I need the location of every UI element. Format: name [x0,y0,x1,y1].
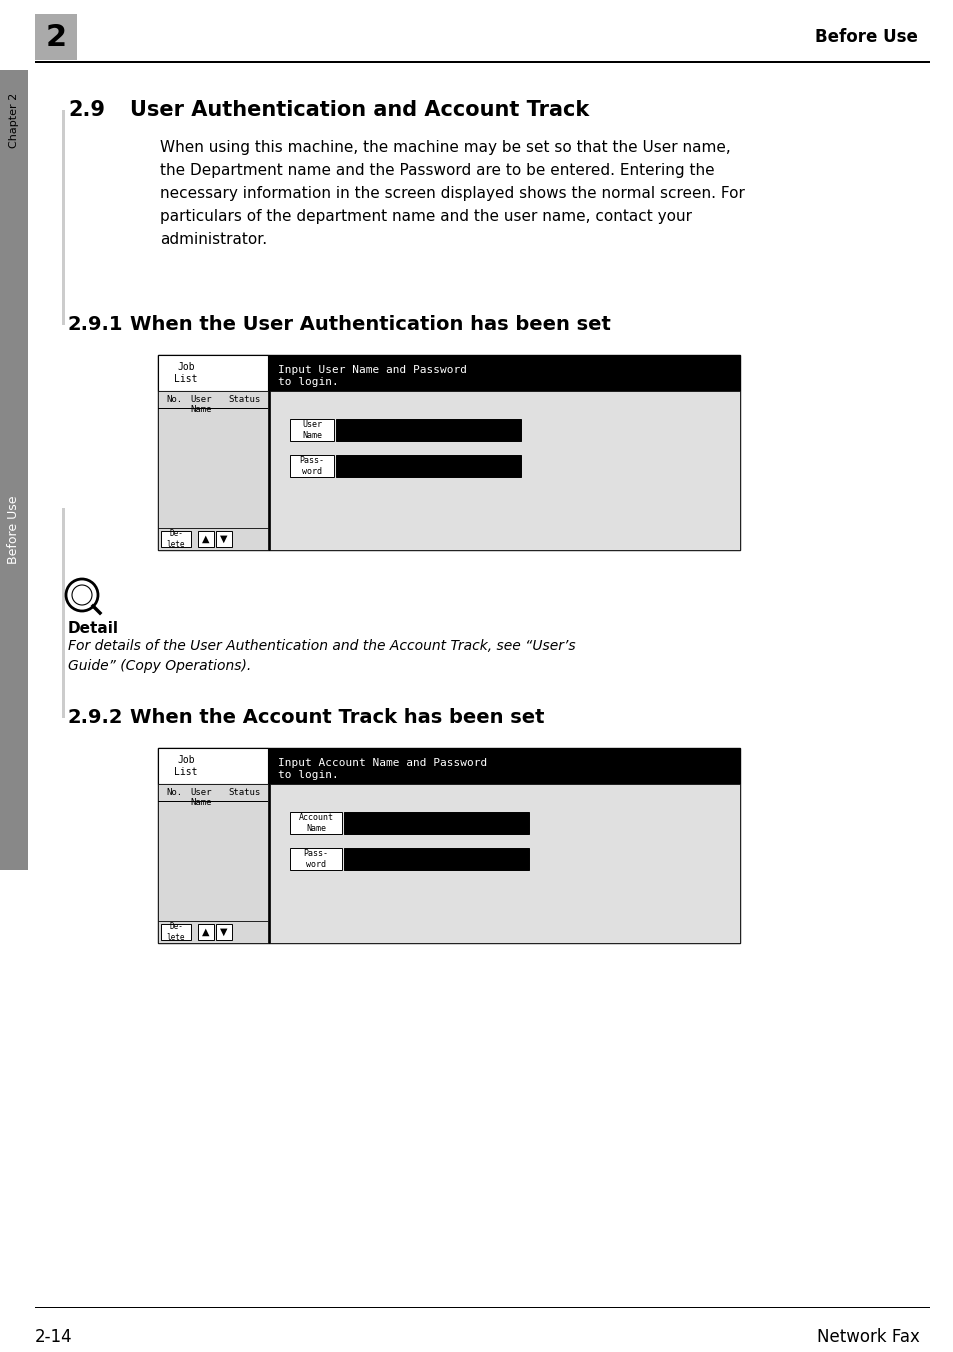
Text: 2.9: 2.9 [68,100,105,120]
Text: 2-14: 2-14 [35,1328,72,1347]
Text: ▲: ▲ [202,927,210,937]
Bar [198,531,213,548]
Bar [158,748,268,784]
Bar [161,923,191,940]
Bar [215,923,232,940]
Text: No.: No. [166,395,182,404]
Bar [215,531,232,548]
Text: Status: Status [228,788,260,796]
Text: De-
lete: De- lete [167,922,185,942]
Bar [270,784,740,942]
Text: necessary information in the screen displayed shows the normal screen. For: necessary information in the screen disp… [160,187,744,201]
Text: Pass-
word: Pass- word [303,849,328,869]
Bar [62,508,65,718]
Text: When the Account Track has been set: When the Account Track has been set [130,708,544,727]
Text: ▲: ▲ [202,534,210,544]
Text: When using this machine, the machine may be set so that the User name,: When using this machine, the machine may… [160,141,730,155]
Text: administrator.: administrator. [160,233,267,247]
Bar [161,531,191,548]
Bar [35,1306,929,1307]
Bar [158,921,268,942]
Text: Guide” (Copy Operations).: Guide” (Copy Operations). [68,658,251,673]
Bar [158,784,268,921]
Text: 11/15/04
10:03: 11/15/04 10:03 [213,756,259,777]
Bar [35,14,77,59]
Text: Status: Status [228,395,260,404]
Text: For details of the User Authentication and the Account Track, see “User’s: For details of the User Authentication a… [68,639,575,653]
Text: Input User Name and Password
to login.: Input User Name and Password to login. [277,365,467,387]
Bar [344,848,529,869]
Text: Account
Name: Account Name [298,814,334,833]
Bar [335,419,520,441]
Bar [344,813,529,834]
Text: 2.9.1: 2.9.1 [68,315,123,334]
Bar [158,356,268,391]
Bar [290,813,341,834]
Text: Network Fax: Network Fax [817,1328,919,1347]
Text: Before Use: Before Use [814,28,917,46]
Text: Input Account Name and Password
to login.: Input Account Name and Password to login… [277,758,487,780]
Text: Before Use: Before Use [8,496,20,564]
Text: User
Name: User Name [190,395,212,415]
Bar [270,391,740,550]
Bar [158,529,268,550]
Text: Chapter 2: Chapter 2 [9,92,19,147]
Text: When the User Authentication has been set: When the User Authentication has been se… [130,315,610,334]
Text: 11/15/04
10:04: 11/15/04 10:04 [213,362,259,384]
Text: 2.9.2: 2.9.2 [68,708,123,727]
Bar [158,391,268,529]
Text: ▼: ▼ [220,534,228,544]
Text: User
Name: User Name [302,420,322,439]
Text: ▼: ▼ [220,927,228,937]
Text: No.: No. [166,788,182,796]
Text: Detail: Detail [68,621,119,635]
Bar [62,110,65,324]
Bar [290,419,334,441]
Bar [335,456,520,477]
Text: particulars of the department name and the user name, contact your: particulars of the department name and t… [160,210,691,224]
Bar [290,848,341,869]
Text: User
Name: User Name [190,788,212,807]
Text: Pass-
word: Pass- word [299,457,324,476]
Bar [158,748,740,942]
Text: the Department name and the Password are to be entered. Entering the: the Department name and the Password are… [160,164,714,178]
Bar [290,456,334,477]
Bar [198,923,213,940]
Text: Job
List: Job List [174,756,197,777]
Bar [158,356,740,550]
Text: User Authentication and Account Track: User Authentication and Account Track [130,100,589,120]
Bar [0,70,28,869]
Text: Job
List: Job List [174,362,197,384]
Text: De-
lete: De- lete [167,529,185,549]
Bar [35,61,929,64]
Text: 2: 2 [46,23,67,51]
